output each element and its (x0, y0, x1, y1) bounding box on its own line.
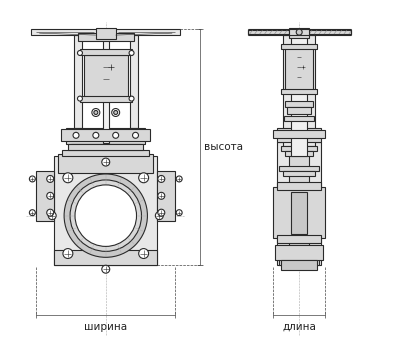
Bar (74, 35, 82, 128)
Bar (275, 245, 323, 260)
Bar (285, 47, 313, 92)
Circle shape (63, 248, 73, 258)
Bar (277, 128, 321, 142)
Circle shape (64, 174, 148, 257)
Circle shape (75, 185, 136, 246)
Bar (277, 182, 321, 190)
Bar (289, 152, 309, 255)
Circle shape (113, 132, 119, 138)
Bar (71, 144, 140, 156)
Circle shape (296, 29, 302, 35)
Bar (277, 236, 321, 244)
Bar (78, 33, 134, 41)
Circle shape (47, 209, 54, 216)
Circle shape (158, 175, 165, 182)
Circle shape (112, 109, 120, 117)
Bar (274, 130, 325, 138)
Circle shape (139, 248, 148, 258)
Circle shape (102, 265, 110, 273)
Bar (80, 95, 132, 102)
Circle shape (158, 192, 165, 199)
Bar (157, 171, 175, 221)
Circle shape (129, 96, 134, 101)
Bar (285, 101, 313, 107)
Circle shape (63, 173, 73, 183)
Circle shape (176, 210, 182, 216)
Circle shape (78, 51, 82, 55)
Bar (283, 35, 315, 146)
Bar (96, 28, 116, 39)
Bar (291, 35, 307, 156)
Circle shape (47, 175, 54, 182)
Bar (54, 251, 157, 265)
Polygon shape (248, 30, 289, 34)
Bar (279, 245, 319, 265)
Text: ширина: ширина (84, 322, 127, 332)
Bar (66, 128, 146, 144)
Bar (62, 150, 150, 156)
Bar (61, 129, 150, 141)
Circle shape (94, 110, 98, 115)
Circle shape (92, 109, 100, 117)
Bar (289, 28, 309, 38)
Circle shape (73, 132, 79, 138)
Circle shape (155, 212, 163, 220)
Circle shape (70, 180, 142, 251)
Bar (281, 44, 317, 49)
Circle shape (78, 96, 82, 101)
Circle shape (29, 176, 35, 182)
Circle shape (158, 209, 165, 216)
Bar (80, 49, 132, 55)
Bar (277, 142, 321, 265)
Bar (36, 171, 54, 221)
Bar (291, 192, 307, 234)
Bar (281, 89, 317, 94)
Circle shape (114, 110, 118, 115)
Bar (58, 154, 153, 173)
Bar (287, 107, 311, 115)
Bar (281, 146, 317, 151)
Bar (54, 156, 157, 265)
Bar (31, 29, 180, 35)
Circle shape (48, 212, 56, 220)
Polygon shape (309, 30, 351, 34)
Circle shape (176, 176, 182, 182)
Bar (68, 144, 144, 150)
Circle shape (29, 210, 35, 216)
Circle shape (47, 192, 54, 199)
Text: длина: длина (282, 322, 316, 332)
Circle shape (93, 132, 99, 138)
Circle shape (129, 51, 134, 55)
Bar (285, 151, 313, 156)
Text: высота: высота (204, 142, 243, 152)
Bar (284, 117, 314, 121)
Bar (279, 166, 319, 171)
Bar (103, 35, 109, 143)
Circle shape (132, 132, 138, 138)
Bar (84, 55, 128, 97)
Circle shape (139, 173, 148, 183)
Bar (281, 260, 317, 270)
Bar (274, 187, 325, 238)
Circle shape (102, 158, 110, 166)
Bar (130, 35, 138, 128)
Bar (283, 171, 315, 176)
